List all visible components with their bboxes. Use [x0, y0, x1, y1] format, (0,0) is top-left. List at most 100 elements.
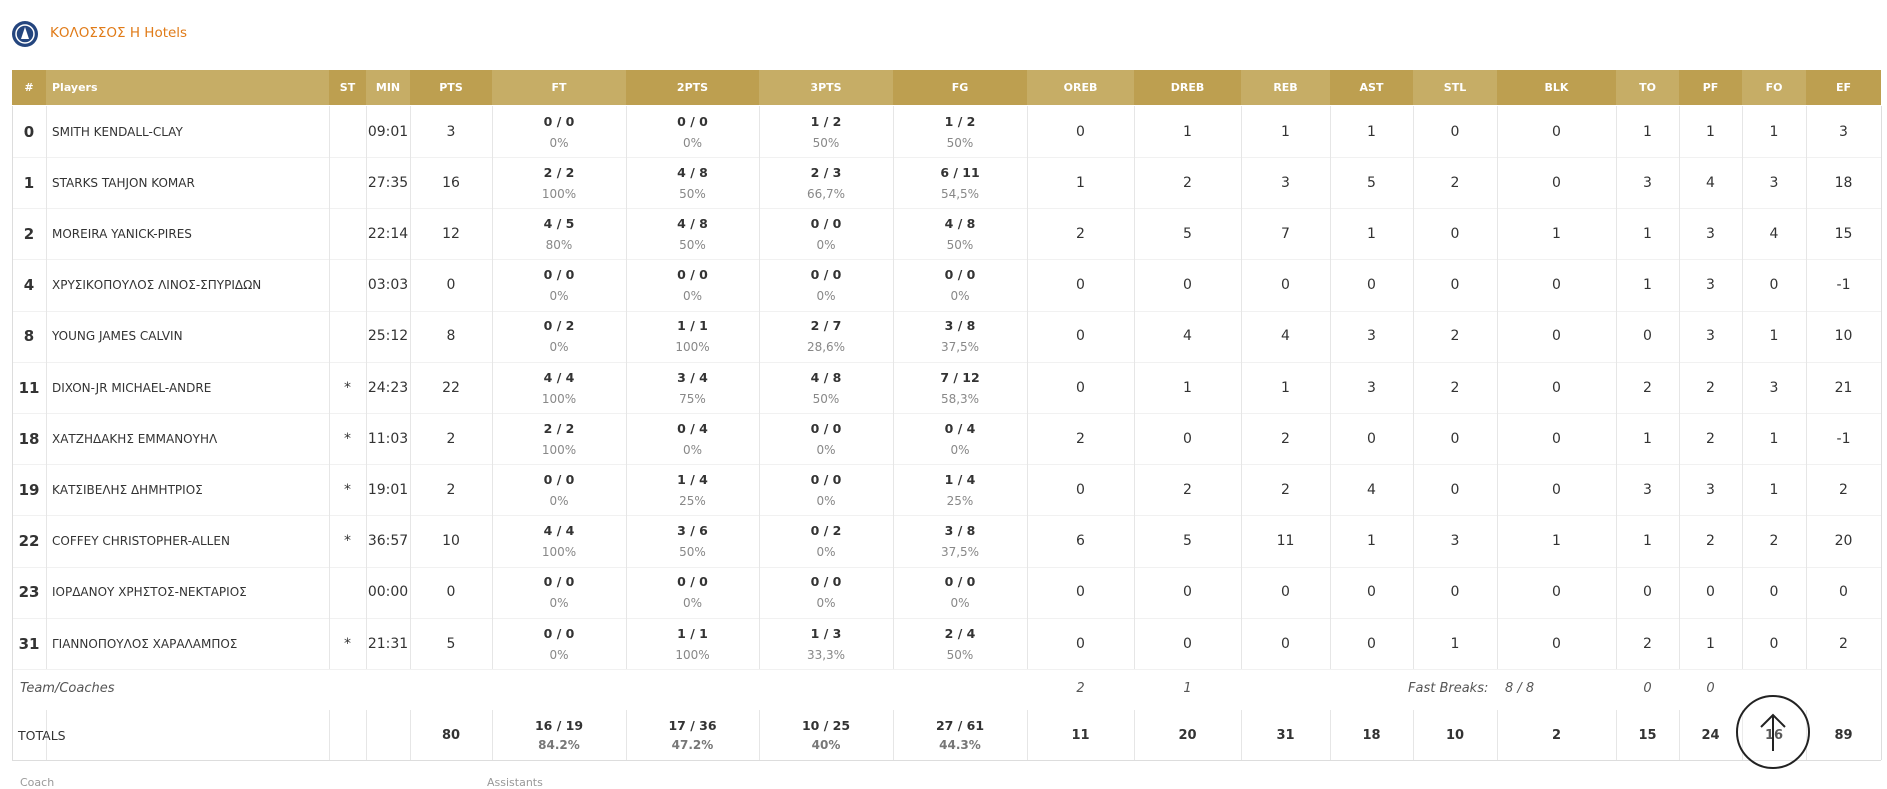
stat-cell-text: * — [344, 533, 351, 550]
shots-pct: 50% — [946, 237, 974, 252]
totals-cell: 2 — [1497, 710, 1616, 760]
stat-cell: 3 / 8 37,5% — [893, 516, 1027, 567]
fast-breaks: 8 / 8 — [1505, 681, 1535, 696]
stat-cell-text: 1 — [1281, 123, 1290, 140]
column-header: MIN — [366, 70, 410, 105]
stat-cell-text: 5 — [1183, 533, 1192, 550]
column-header: FG — [893, 70, 1027, 105]
stat-cell: 18 — [12, 413, 46, 464]
stat-cell: 22:14 — [366, 208, 410, 259]
column-header: OREB — [1027, 70, 1134, 105]
stat-cell: 4 / 4 100% — [492, 516, 626, 567]
column-header: AST — [1330, 70, 1413, 105]
shots-pct: 0% — [816, 442, 836, 457]
stat-cell: 2 — [410, 413, 492, 464]
column-divider — [626, 710, 627, 760]
stat-cell-text: 2 — [446, 430, 456, 447]
stat-cell-text: 0 — [1839, 584, 1848, 601]
stat-cell: 0 — [1027, 106, 1134, 157]
stat-cell-text: 0 — [1706, 584, 1715, 601]
stat-cell-text: * — [344, 379, 351, 396]
stat-cell-text: 0 — [1552, 379, 1561, 396]
shots-made: 4 / 8 — [944, 215, 976, 231]
totals-cell: 11 — [1027, 710, 1134, 760]
shots-made: 3 / 6 — [677, 523, 708, 539]
stat-cell-text: 0 — [1367, 584, 1376, 601]
shots-pct: 0% — [549, 289, 569, 304]
stat-cell: 0 — [1134, 618, 1241, 669]
stat-cell-text: -1 — [1836, 430, 1851, 447]
stat-cell-text: 21 — [1834, 379, 1853, 396]
stat-cell: 3 — [1679, 260, 1742, 311]
shots-made: 0 / 0 — [944, 267, 976, 283]
stat-cell-text: 0 — [1183, 430, 1192, 447]
stat-cell — [329, 260, 366, 311]
shots-made: 16 / 19 — [534, 718, 584, 733]
shots-made: 4 / 8 — [677, 164, 708, 180]
totals-text: 2 — [1551, 727, 1562, 743]
stat-cell-text: 21:31 — [367, 635, 409, 652]
shots-made: 6 / 11 — [940, 164, 980, 180]
stat-cell: * — [329, 464, 366, 515]
totals-cell: 17 / 36 47.2% — [626, 710, 759, 760]
totals-text: 10 — [1445, 727, 1465, 743]
stat-cell: 2 — [1806, 618, 1881, 669]
stat-cell-text: 4 — [1367, 481, 1376, 498]
column-divider — [1616, 106, 1617, 669]
stat-cell-text: 3 — [1769, 174, 1779, 191]
stat-cell: 0 — [1497, 464, 1616, 515]
shots-made: 2 / 7 — [810, 318, 842, 334]
stat-cell-text: 3 — [1769, 379, 1779, 396]
scroll-top-button[interactable] — [1734, 693, 1812, 771]
stat-cell: 3 — [1679, 208, 1742, 259]
stat-cell: 0 — [1497, 106, 1616, 157]
stat-cell: 0 / 0 0% — [626, 260, 759, 311]
column-header: FT — [492, 70, 626, 105]
stat-cell: 0 / 0 0% — [492, 567, 626, 618]
column-divider — [1742, 106, 1743, 669]
stat-cell-text: 2 — [1076, 430, 1085, 447]
shots-made: 0 / 0 — [810, 471, 842, 487]
stat-cell: 0 / 0 0% — [492, 464, 626, 515]
stat-cell: 1 / 2 50% — [893, 106, 1027, 157]
stat-cell-text: 1 — [1450, 635, 1460, 652]
stat-cell: 0 — [1616, 311, 1679, 362]
shots-made: 0 / 0 — [543, 113, 575, 129]
stat-cell-text: 0 — [1183, 277, 1192, 294]
totals-cell: 10 / 25 40% — [759, 710, 893, 760]
column-header: PF — [1679, 70, 1742, 105]
column-divider — [366, 710, 367, 760]
shots-pct: 0% — [816, 545, 836, 560]
stat-cell-text: 2 — [446, 481, 456, 498]
stat-cell: 1 — [1241, 106, 1330, 157]
stat-cell-text: MOREIRA YANICK-PIRES — [52, 226, 192, 241]
shots-made: 4 / 8 — [677, 215, 708, 231]
stat-cell: 0 — [1027, 464, 1134, 515]
stat-cell: 11 — [12, 362, 46, 413]
shots-pct: 80% — [545, 237, 573, 252]
column-header: Players — [46, 70, 329, 105]
stat-cell: 0 — [410, 567, 492, 618]
shots-made: 0 / 4 — [944, 420, 976, 436]
stat-cell: 25:12 — [366, 311, 410, 362]
totals-cell: 27 / 61 44.3% — [893, 710, 1027, 760]
shots-pct: 100% — [541, 442, 577, 457]
stat-cell-text: 3 — [446, 123, 456, 140]
stat-cell-text: 03:03 — [367, 277, 409, 294]
stat-cell: 0 — [1497, 362, 1616, 413]
column-divider — [366, 106, 367, 669]
stat-cell: 4 — [1679, 157, 1742, 208]
stat-cell: 0 / 0 0% — [492, 260, 626, 311]
stat-cell-text: 0 — [1552, 174, 1561, 191]
stat-cell: 0 — [1413, 464, 1497, 515]
stat-cell-text: 1 — [1552, 533, 1561, 550]
shots-pct: 47.2% — [671, 738, 714, 752]
stat-cell: -1 — [1806, 260, 1881, 311]
shots-made: 7 / 12 — [940, 369, 980, 385]
stat-cell-text: 2 — [1076, 225, 1085, 242]
shots-pct: 50% — [946, 135, 974, 150]
stat-cell: 3 — [1742, 362, 1806, 413]
stat-cell: 6 / 11 54,5% — [893, 157, 1027, 208]
stat-cell-text: 0 — [1183, 584, 1192, 601]
coach-label: Coach — [20, 776, 55, 789]
